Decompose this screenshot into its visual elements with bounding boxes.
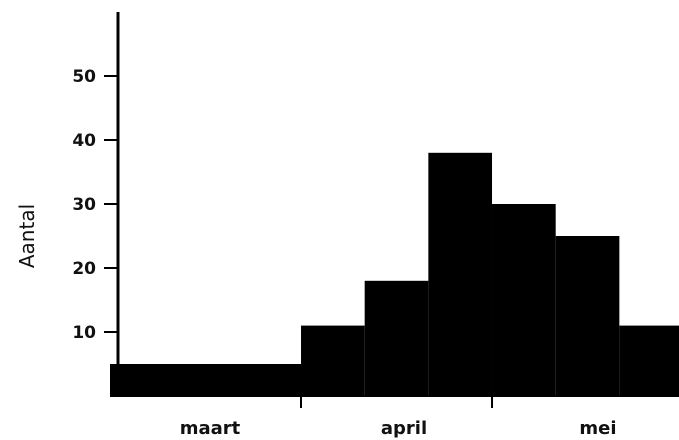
histogram-bar-1 [110, 364, 302, 396]
y-tick-label-30: 30 [72, 195, 96, 215]
y-tick-label-50: 50 [72, 67, 96, 87]
x-month-ticks: maart april mei [180, 396, 617, 439]
histogram-bar-6 [555, 236, 620, 396]
y-tick-label-40: 40 [72, 131, 96, 151]
y-axis-title: Aantal [15, 204, 39, 268]
histogram-bar-7 [619, 325, 679, 396]
histogram-bar-2 [301, 325, 365, 396]
x-category-label-mei: mei [579, 418, 616, 439]
histogram-bar-4 [428, 152, 493, 396]
x-category-label-maart: maart [180, 418, 241, 439]
y-tick-label-20: 20 [72, 259, 96, 279]
y-tick-label-10: 10 [72, 323, 96, 343]
histogram-bar-5 [492, 204, 556, 396]
histogram-bar-3 [364, 280, 429, 396]
y-ticks: 10 20 30 40 50 [72, 67, 118, 343]
x-category-label-april: april [381, 418, 427, 439]
bars-group [110, 152, 679, 396]
